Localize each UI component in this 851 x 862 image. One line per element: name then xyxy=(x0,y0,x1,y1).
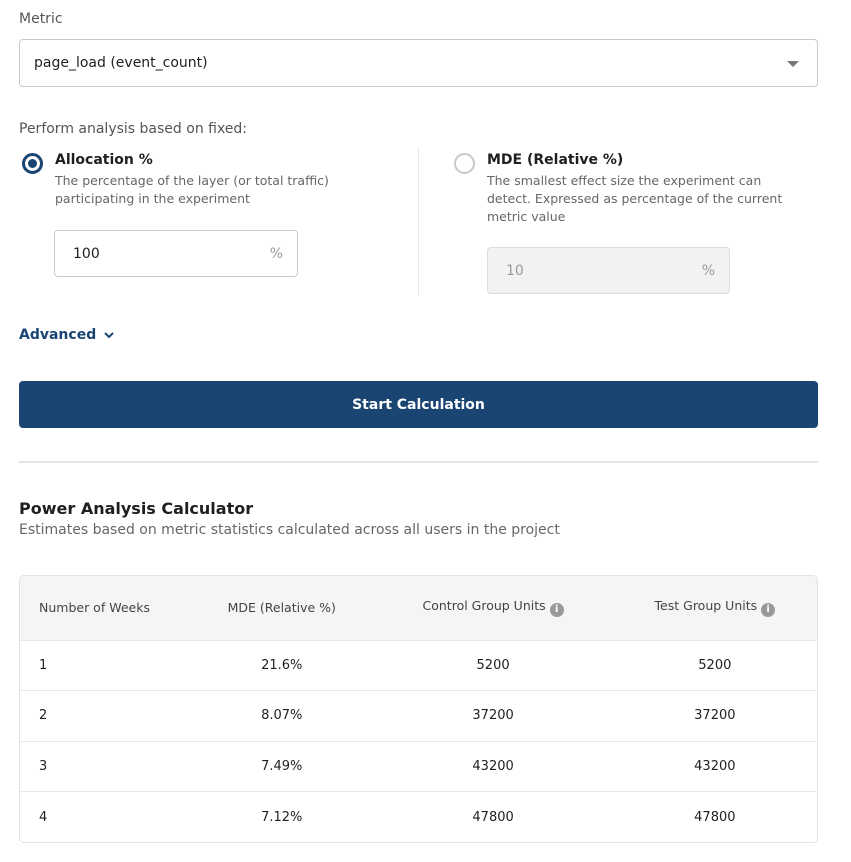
table-row: 3 7.49% 43200 43200 xyxy=(20,740,817,792)
cell-control: 5200 xyxy=(373,639,613,691)
allocation-input[interactable]: 100 % xyxy=(54,230,298,277)
start-calculation-button[interactable]: Start Calculation xyxy=(19,381,818,428)
mde-desc: The smallest effect size the experiment … xyxy=(487,173,783,224)
divider xyxy=(418,148,419,295)
cell-weeks: 4 xyxy=(20,791,190,842)
metric-value: page_load (event_count) xyxy=(34,55,208,71)
cell-control: 43200 xyxy=(373,740,613,792)
mde-title: MDE (Relative %) xyxy=(487,152,624,168)
cell-weeks: 2 xyxy=(20,690,190,741)
cell-weeks: 1 xyxy=(20,639,190,691)
table-row: 2 8.07% 37200 37200 xyxy=(20,690,817,741)
cell-mde: 8.07% xyxy=(190,690,374,741)
percent-unit: % xyxy=(269,245,283,262)
analysis-label: Perform analysis based on fixed: xyxy=(19,121,248,137)
mde-radio[interactable] xyxy=(454,153,475,174)
metric-select[interactable]: page_load (event_count) xyxy=(19,39,818,87)
header-control-label: Control Group Units xyxy=(422,598,546,614)
header-test: Test Group Units i xyxy=(612,576,817,640)
percent-unit: % xyxy=(701,262,715,279)
advanced-toggle[interactable]: Advanced xyxy=(19,327,114,343)
calculator-subtitle: Estimates based on metric statistics cal… xyxy=(19,522,560,538)
allocation-title: Allocation % xyxy=(55,152,153,168)
header-test-label: Test Group Units xyxy=(654,598,758,614)
chevron-down-icon xyxy=(104,331,114,338)
table-row: 4 7.12% 47800 47800 xyxy=(20,791,817,842)
cell-test: 37200 xyxy=(612,690,817,741)
header-mde: MDE (Relative %) xyxy=(190,576,374,640)
calculator-title: Power Analysis Calculator xyxy=(19,499,254,518)
mde-value: 10 xyxy=(506,262,524,279)
metric-label: Metric xyxy=(19,11,63,27)
allocation-value: 100 xyxy=(73,245,100,262)
cell-control: 47800 xyxy=(373,791,613,842)
cell-test: 43200 xyxy=(612,740,817,792)
info-icon[interactable]: i xyxy=(761,603,776,618)
cell-mde: 7.49% xyxy=(190,740,374,792)
cell-control: 37200 xyxy=(373,690,613,741)
chevron-down-icon xyxy=(787,61,799,67)
results-table: Number of Weeks MDE (Relative %) Control… xyxy=(19,575,818,843)
allocation-desc: The percentage of the layer (or total tr… xyxy=(55,173,329,206)
cell-mde: 7.12% xyxy=(190,791,374,842)
info-icon[interactable]: i xyxy=(549,603,564,618)
cell-test: 5200 xyxy=(612,639,817,691)
cell-weeks: 3 xyxy=(20,740,190,792)
advanced-label: Advanced xyxy=(19,327,97,343)
header-control: Control Group Units i xyxy=(373,576,613,640)
cell-mde: 21.6% xyxy=(190,639,374,691)
header-weeks: Number of Weeks xyxy=(20,576,190,640)
table-row: 1 21.6% 5200 5200 xyxy=(20,639,817,691)
mde-input[interactable]: 10 % xyxy=(487,247,730,294)
cell-test: 47800 xyxy=(612,791,817,842)
allocation-radio[interactable] xyxy=(22,153,43,174)
section-divider xyxy=(19,461,818,463)
